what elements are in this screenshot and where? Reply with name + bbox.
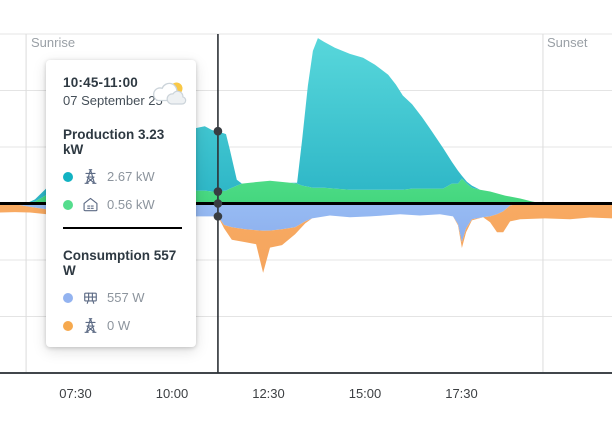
consumption-heading: Consumption 557 W [63,248,177,278]
cursor-marker-dot [213,199,223,208]
tooltip-time-range: 10:45-11:00 [63,75,139,90]
grid-export-value: 2.67 kW [107,169,155,184]
cursor-marker-dot [213,126,223,136]
cursor-marker-dot [213,212,223,221]
partly-cloudy-icon [149,79,189,109]
blue-series-dot [63,292,73,303]
power-tower-icon [82,168,99,185]
green-series-dot [63,199,73,210]
self-consumption-value: 0.56 kW [107,197,155,212]
consumption-from-solar-row: 557 W [63,289,182,306]
tooltip-divider [63,227,182,229]
sunset-label: Sunset [547,35,588,50]
consumption-from-grid-row: 0 W [63,317,182,334]
teal-series-dot [63,171,73,182]
tooltip-date: 07 September 25 [63,93,163,108]
solar-panel-icon [82,289,99,306]
hover-tooltip: 10:45-11:00 07 September 25 Production 3… [46,60,196,347]
power-tower-icon [82,317,99,334]
consumption-solar-value: 557 W [107,290,145,305]
orange-series-dot [63,320,73,331]
production-grid-export-row: 2.67 kW [63,168,182,185]
sunrise-label: Sunrise [31,35,76,50]
consumption-grid-value: 0 W [107,318,131,333]
cursor-marker-dot [213,187,223,196]
consumption-from-grid-area [0,203,612,273]
production-self-consumption-row: 0.56 kW [63,196,182,213]
production-heading: Production 3.23 kW [63,127,165,157]
house-icon [82,196,99,213]
